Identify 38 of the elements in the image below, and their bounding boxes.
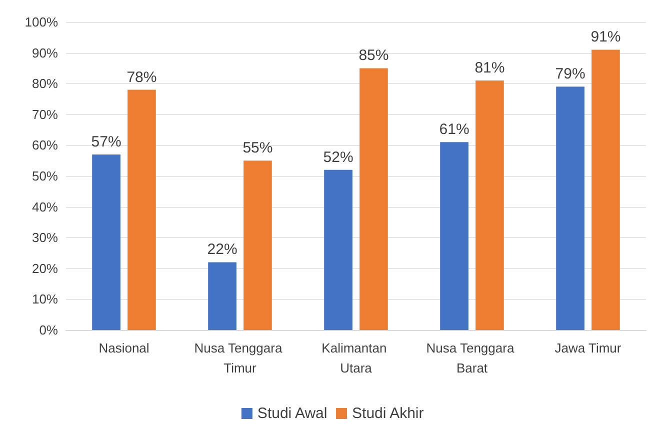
y-tick-label: 70% xyxy=(32,106,58,122)
y-tick-label: 100% xyxy=(24,14,58,30)
data-label: 85% xyxy=(358,47,389,64)
y-tick-label: 90% xyxy=(32,45,58,60)
bar xyxy=(208,262,236,330)
bar xyxy=(128,90,156,330)
y-tick-label: 10% xyxy=(32,292,58,307)
bar xyxy=(244,160,272,330)
bar xyxy=(556,86,584,330)
data-label: 81% xyxy=(474,60,505,77)
data-label: 57% xyxy=(91,133,122,150)
y-tick-label: 20% xyxy=(32,260,58,276)
legend-label: Studi Awal xyxy=(257,405,328,422)
bar xyxy=(440,142,468,330)
data-label: 61% xyxy=(439,121,470,138)
x-tick-label: Kalimantan Utara xyxy=(322,340,390,376)
data-label: 52% xyxy=(323,148,354,166)
bar xyxy=(592,50,620,330)
legend-label: Studi Akhir xyxy=(352,405,424,422)
x-tick-label: Nusa Tenggara Barat xyxy=(426,340,518,376)
data-label: 91% xyxy=(590,28,621,46)
data-label: 78% xyxy=(126,68,157,86)
data-label: 79% xyxy=(555,66,586,83)
data-label: 22% xyxy=(207,241,238,258)
y-tick-label: 30% xyxy=(32,230,58,246)
y-tick-label: 40% xyxy=(32,199,58,214)
y-tick-label: 80% xyxy=(32,76,58,92)
y-tick-label: 0% xyxy=(39,322,58,338)
y-tick-label: 50% xyxy=(32,168,58,184)
bar xyxy=(476,80,504,330)
data-label: 55% xyxy=(242,140,273,157)
bar xyxy=(92,154,120,330)
x-tick-label: Jawa Timur xyxy=(554,340,622,356)
y-tick-label: 60% xyxy=(32,138,58,153)
bar xyxy=(324,170,352,330)
bar xyxy=(360,68,388,330)
x-tick-label: Nasional xyxy=(98,340,150,356)
x-tick-label: Nusa Tenggara Timur xyxy=(194,340,286,376)
